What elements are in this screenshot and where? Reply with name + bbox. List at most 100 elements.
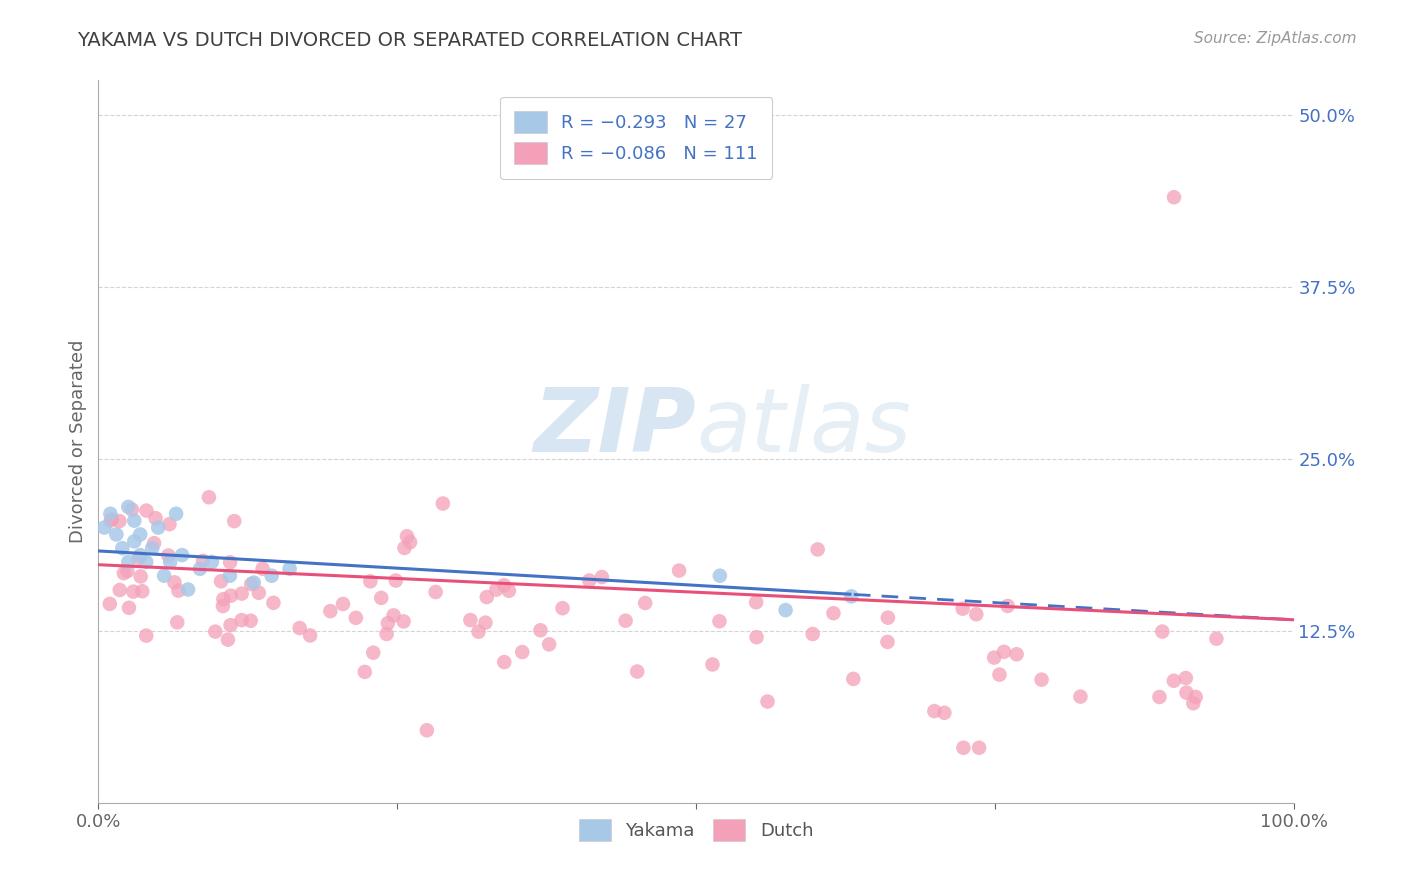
- Point: [877, 610, 900, 624]
- Point: [165, 507, 187, 521]
- Point: [375, 627, 398, 641]
- Point: [219, 618, 242, 632]
- Point: [108, 582, 131, 597]
- Point: [188, 562, 211, 576]
- Point: [141, 541, 163, 556]
- Point: [219, 555, 242, 569]
- Point: [100, 513, 122, 527]
- Point: [344, 611, 367, 625]
- Point: [117, 564, 139, 578]
- Point: [172, 548, 194, 562]
- Point: [801, 627, 824, 641]
- Point: [1163, 673, 1185, 688]
- Point: [121, 502, 143, 516]
- Point: [467, 624, 489, 639]
- Point: [128, 550, 150, 565]
- Legend: Yakama, Dutch: Yakama, Dutch: [571, 812, 821, 848]
- Point: [399, 535, 422, 549]
- Point: [212, 592, 235, 607]
- Point: [702, 657, 724, 672]
- Point: [370, 591, 392, 605]
- Point: [131, 584, 153, 599]
- Point: [1174, 671, 1197, 685]
- Point: [392, 615, 415, 629]
- Point: [1175, 686, 1198, 700]
- Point: [153, 568, 176, 582]
- Point: [416, 723, 439, 738]
- Point: [319, 604, 342, 618]
- Point: [143, 536, 166, 550]
- Point: [997, 599, 1019, 613]
- Point: [145, 511, 167, 525]
- Point: [745, 630, 768, 644]
- Point: [332, 597, 354, 611]
- Point: [377, 616, 399, 631]
- Point: [1182, 696, 1205, 710]
- Point: [118, 600, 141, 615]
- Point: [551, 601, 574, 615]
- Point: [217, 632, 239, 647]
- Point: [591, 570, 613, 584]
- Point: [166, 615, 188, 630]
- Point: [578, 574, 600, 588]
- Point: [775, 603, 797, 617]
- Point: [475, 590, 498, 604]
- Point: [105, 527, 128, 541]
- Point: [1069, 690, 1091, 704]
- Point: [474, 615, 496, 630]
- Point: [709, 568, 731, 582]
- Point: [538, 637, 561, 651]
- Point: [359, 574, 381, 589]
- Point: [129, 548, 152, 562]
- Point: [353, 665, 375, 679]
- Point: [745, 595, 768, 609]
- Point: [709, 615, 731, 629]
- Point: [967, 740, 990, 755]
- Point: [382, 608, 405, 623]
- Point: [135, 503, 157, 517]
- Point: [485, 582, 508, 597]
- Point: [1152, 624, 1174, 639]
- Point: [1184, 690, 1206, 704]
- Point: [993, 645, 1015, 659]
- Point: [191, 554, 214, 568]
- Point: [212, 599, 235, 613]
- Point: [163, 575, 186, 590]
- Point: [122, 584, 145, 599]
- Point: [111, 541, 134, 556]
- Point: [260, 568, 283, 582]
- Point: [219, 589, 242, 603]
- Point: [108, 514, 131, 528]
- Point: [1163, 190, 1185, 204]
- Point: [952, 601, 974, 615]
- Point: [262, 596, 284, 610]
- Point: [201, 555, 224, 569]
- Point: [204, 624, 226, 639]
- Point: [876, 635, 898, 649]
- Point: [432, 497, 454, 511]
- Point: [842, 672, 865, 686]
- Point: [395, 529, 418, 543]
- Point: [209, 574, 232, 589]
- Point: [460, 613, 482, 627]
- Point: [394, 541, 416, 555]
- Point: [494, 578, 516, 592]
- Point: [494, 655, 516, 669]
- Text: Source: ZipAtlas.com: Source: ZipAtlas.com: [1194, 31, 1357, 46]
- Point: [1005, 647, 1028, 661]
- Point: [807, 542, 830, 557]
- Point: [98, 507, 122, 521]
- Point: [101, 512, 124, 526]
- Point: [117, 500, 139, 514]
- Point: [224, 514, 246, 528]
- Text: atlas: atlas: [696, 384, 911, 470]
- Point: [934, 706, 956, 720]
- Point: [93, 520, 115, 534]
- Point: [965, 607, 987, 622]
- Point: [634, 596, 657, 610]
- Point: [361, 646, 384, 660]
- Point: [823, 606, 845, 620]
- Point: [157, 549, 180, 563]
- Point: [124, 514, 146, 528]
- Point: [626, 665, 648, 679]
